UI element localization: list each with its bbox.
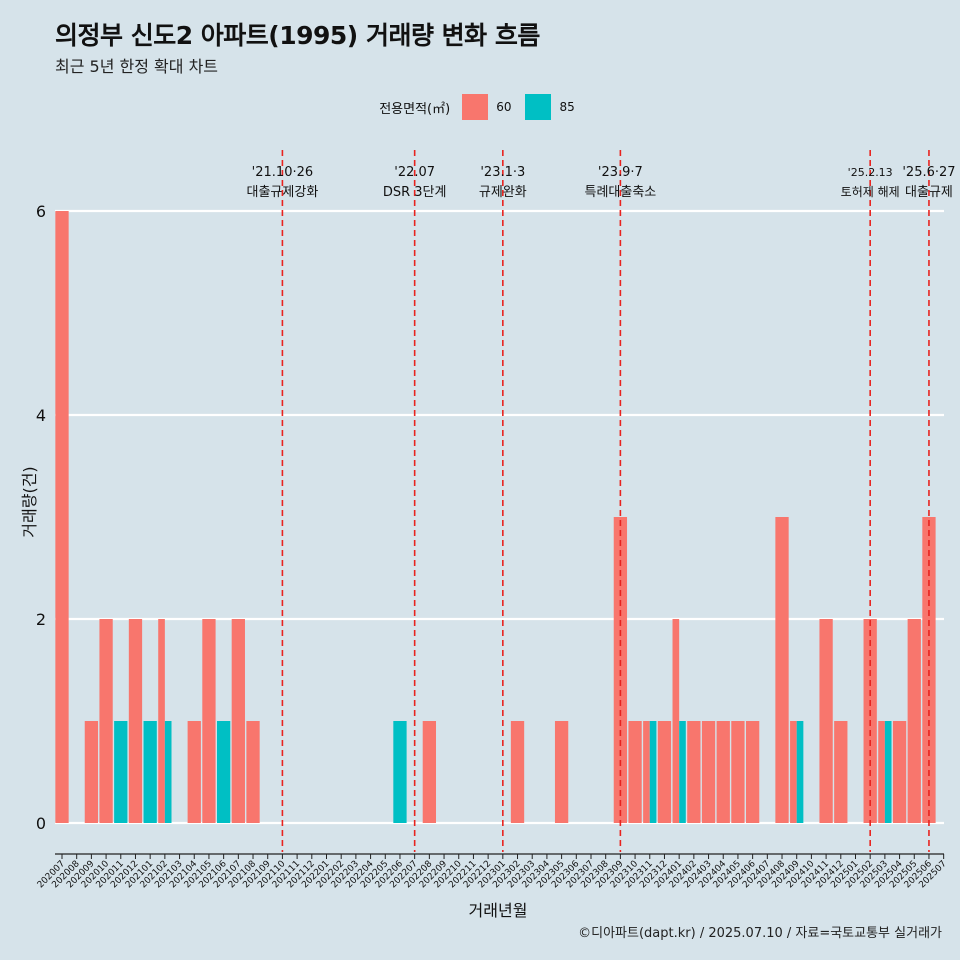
- bar-60: [628, 721, 642, 823]
- y-tick-label: 2: [36, 610, 46, 629]
- legend-label-85: 85: [559, 100, 575, 114]
- source-caption: ©디아파트(dapt.kr) / 2025.07.10 / 자료=국토교통부 실…: [578, 926, 942, 941]
- bar-60: [187, 721, 201, 823]
- bar-60: [687, 721, 701, 823]
- bar-60: [775, 517, 789, 823]
- legend: 전용면적(㎡) 60 85: [0, 94, 960, 120]
- bar-85: [114, 721, 128, 823]
- bar-85: [164, 721, 172, 823]
- y-axis-label: 거래량(건): [20, 466, 39, 538]
- bar-60: [834, 721, 848, 823]
- legend-item-60: 60: [462, 94, 511, 120]
- event-date-label: '23.1·3: [480, 165, 525, 180]
- bar-85: [796, 721, 804, 823]
- event-date-label: '25.2.13: [848, 166, 893, 179]
- bar-60: [878, 721, 885, 823]
- y-tick-label: 4: [36, 406, 46, 425]
- bar-85: [216, 721, 231, 823]
- bar-60: [716, 721, 730, 823]
- event-date-label: '25.6·27: [902, 165, 955, 180]
- event-name-label: DSR 3단계: [383, 185, 447, 200]
- event-date-label: '22.07: [394, 165, 435, 180]
- bar-60: [202, 619, 216, 823]
- event-date-label: '21.10·26: [252, 165, 313, 180]
- bar-85: [143, 721, 157, 823]
- bar-60: [790, 721, 797, 823]
- bar-60: [701, 721, 716, 823]
- bar-60: [422, 721, 437, 823]
- legend-title: 전용면적(㎡): [379, 101, 451, 117]
- bar-60: [643, 721, 650, 823]
- bar-60: [554, 721, 569, 823]
- bar-60: [99, 619, 113, 823]
- bar-60: [745, 721, 760, 823]
- bar-60: [819, 619, 833, 823]
- x-axis-label: 거래년월: [468, 901, 528, 920]
- event-name-label: 토허제 해제: [841, 185, 900, 199]
- bar-60: [128, 619, 143, 823]
- bar-85: [679, 721, 686, 823]
- event-name-label: 특례대출축소: [584, 185, 656, 200]
- bar-60: [510, 721, 525, 823]
- bar-60: [672, 619, 680, 823]
- event-name-label: 대출규제: [905, 185, 953, 200]
- bar-60: [246, 721, 260, 823]
- bar-85: [649, 721, 657, 823]
- legend-label-60: 60: [496, 100, 512, 114]
- chart-subtitle: 최근 5년 한정 확대 차트: [55, 57, 219, 76]
- event-date-label: '23.9·7: [598, 165, 643, 180]
- chart-title: 의정부 신도2 아파트(1995) 거래량 변화 흐름: [55, 21, 540, 50]
- bar-60: [907, 619, 921, 823]
- bar-60: [84, 721, 99, 823]
- bar-60: [158, 619, 165, 823]
- y-tick-label: 0: [36, 814, 46, 833]
- bar-85: [393, 721, 407, 823]
- bar-60: [731, 721, 745, 823]
- event-name-label: 규제완화: [479, 185, 527, 200]
- bar-60: [231, 619, 245, 823]
- legend-swatch-60: [462, 94, 489, 120]
- y-tick-label: 6: [36, 202, 46, 221]
- bar-60: [55, 211, 69, 823]
- bar-60: [657, 721, 672, 823]
- legend-swatch-85: [525, 94, 552, 120]
- bar-85: [884, 721, 892, 823]
- legend-item-85: 85: [525, 94, 575, 120]
- event-name-label: 대출규제강화: [247, 185, 319, 200]
- bar-60: [892, 721, 907, 823]
